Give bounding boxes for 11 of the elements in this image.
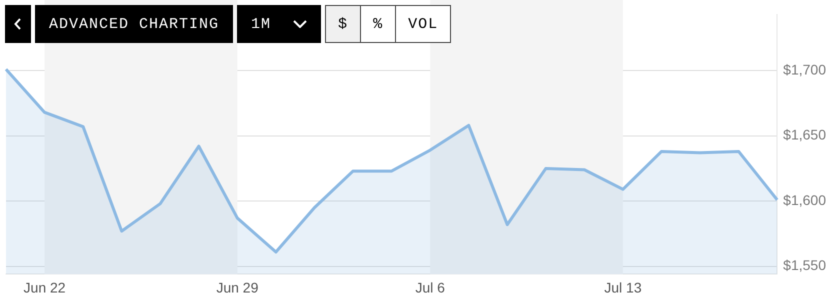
y-tick-label: $1,600 xyxy=(783,192,826,208)
x-tick-label: Jul 13 xyxy=(604,279,642,296)
x-tick-label: Jun 29 xyxy=(216,279,259,296)
y-tick-label: $1,650 xyxy=(783,126,826,143)
annotation: % xyxy=(361,5,396,43)
annotation: $ xyxy=(325,5,362,43)
y-tick-label: $1,550 xyxy=(783,257,826,274)
x-tick-label: Jun 22 xyxy=(24,279,66,296)
x-tick-label: Jul 6 xyxy=(415,279,446,296)
annotation: VOL xyxy=(396,5,452,43)
y-tick-label: $1,700 xyxy=(783,61,826,78)
